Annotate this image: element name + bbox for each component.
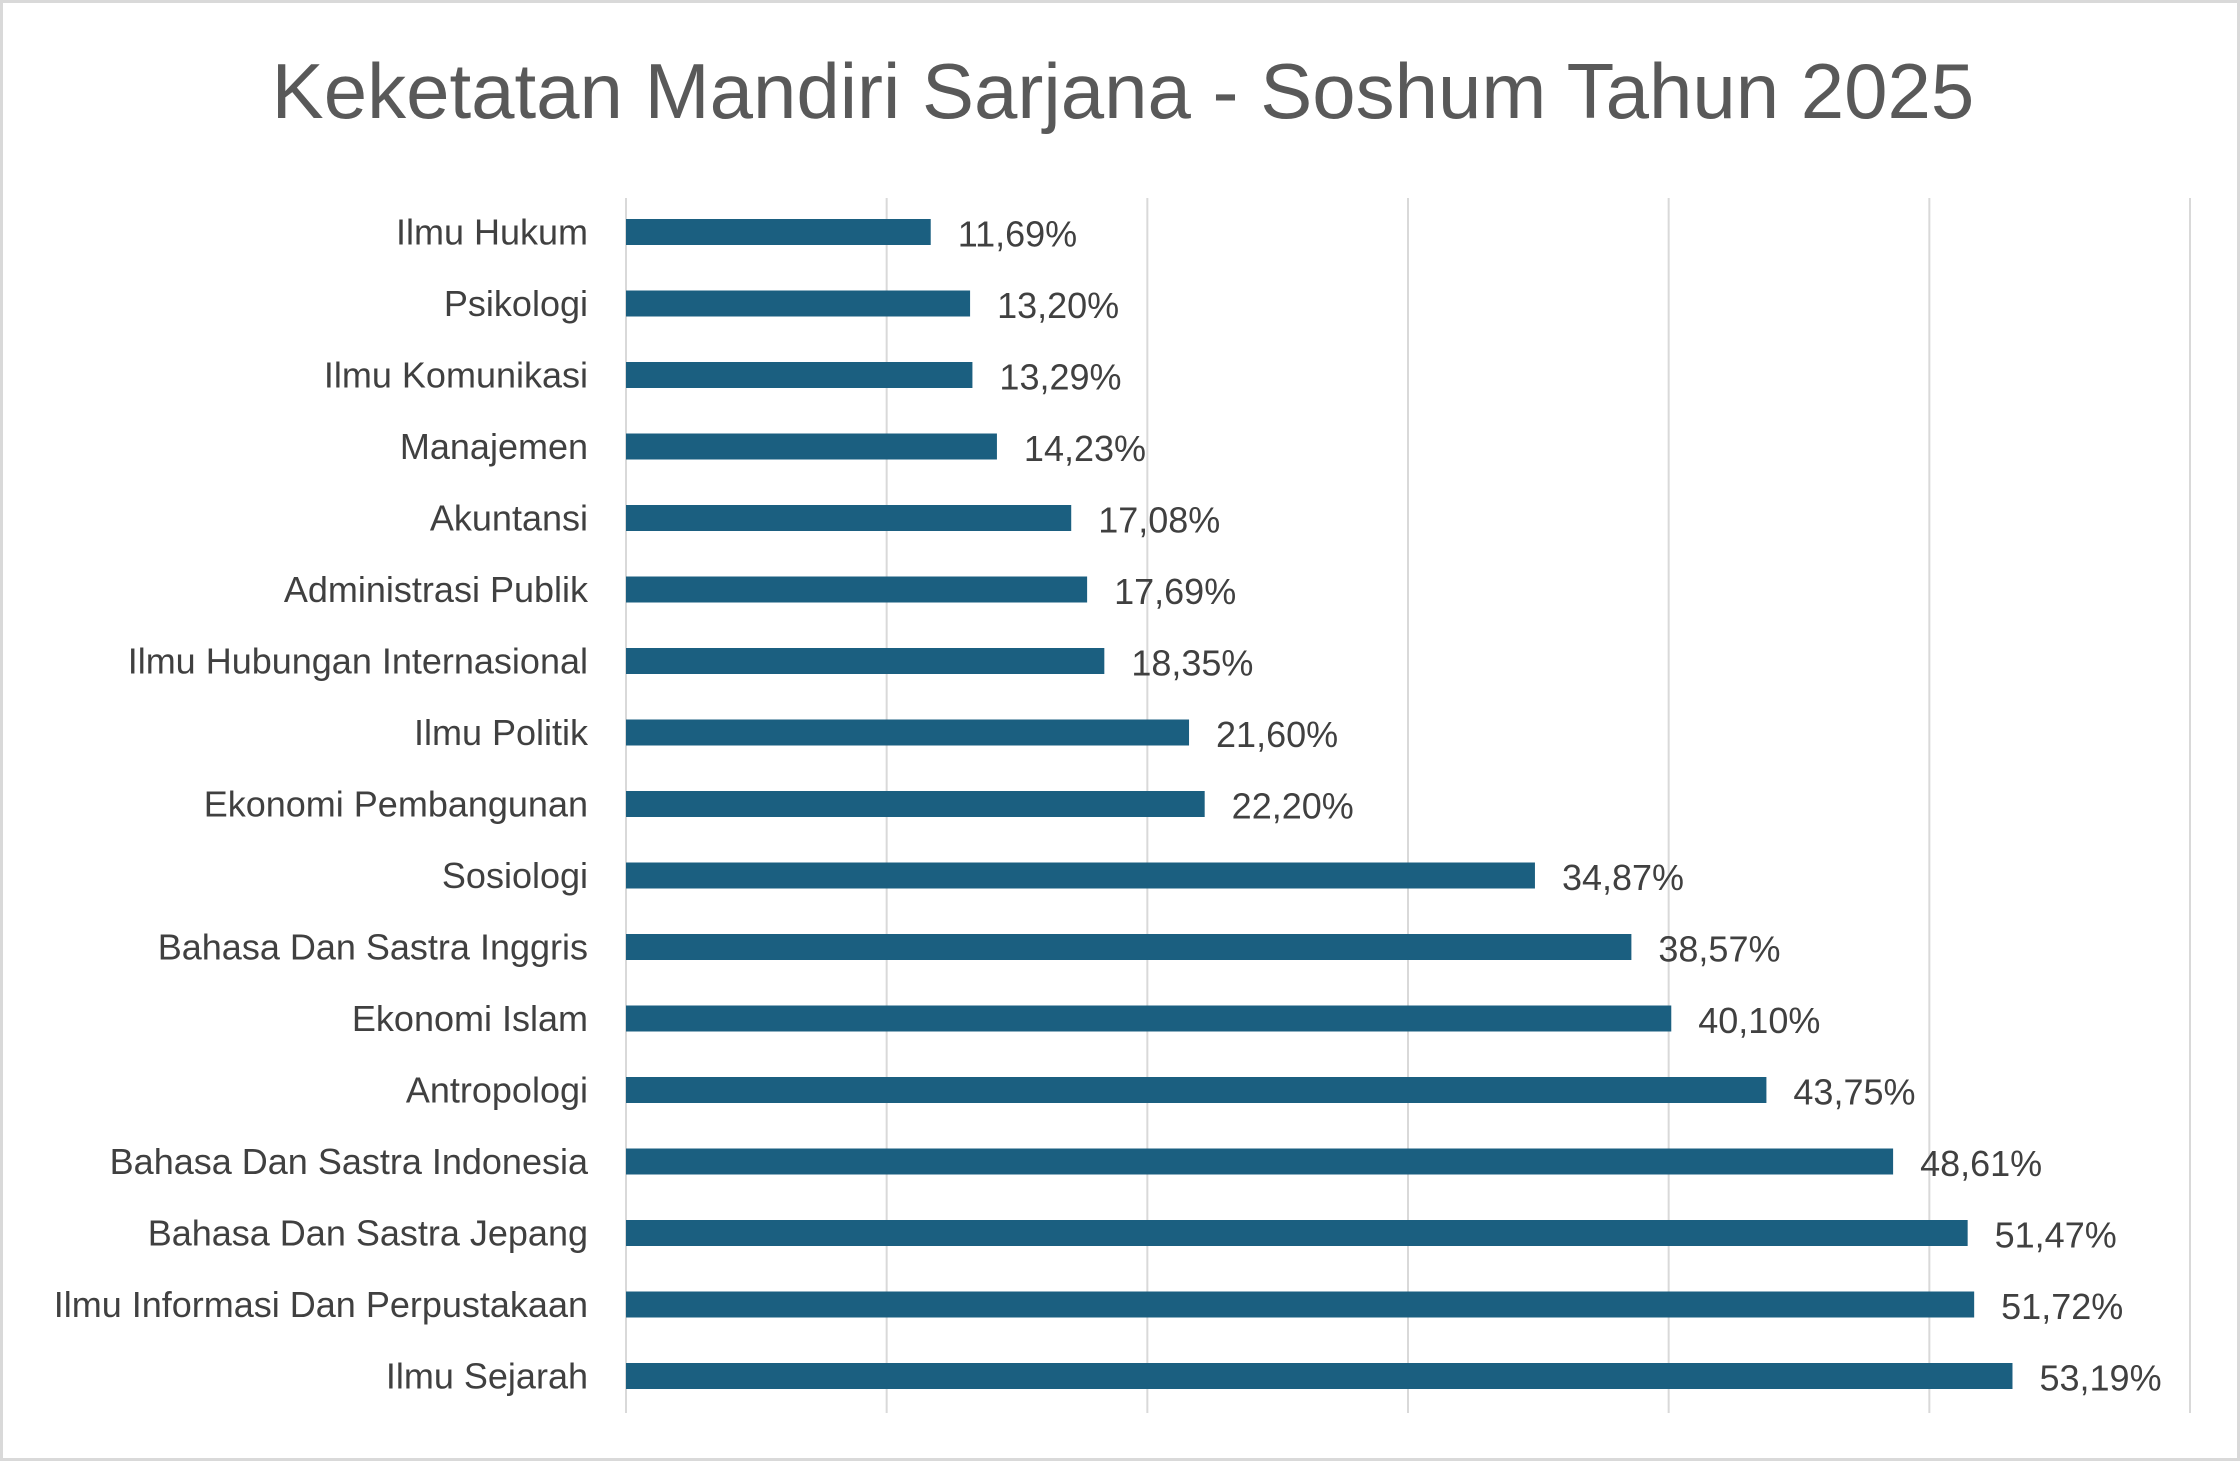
- category-label-6: Ilmu Hubungan Internasional: [128, 641, 588, 682]
- category-label-12: Antropologi: [406, 1070, 588, 1111]
- bar-0: [626, 219, 931, 245]
- bar-5: [626, 576, 1088, 603]
- bar-12: [626, 1077, 1767, 1103]
- category-labels: Ilmu Hukum Psikologi Ilmu Komunikasi Manaje…: [54, 212, 589, 1397]
- category-label-11: Ekonomi Islam: [352, 998, 588, 1039]
- category-label-8: Ekonomi Pembangunan: [204, 784, 588, 825]
- category-label-7: Ilmu Politik: [414, 712, 589, 753]
- bar-9: [626, 862, 1535, 889]
- category-label-0: Ilmu Hukum: [396, 212, 588, 253]
- category-label-9: Sosiologi: [442, 855, 588, 896]
- data-label-10: 38,57%: [1658, 929, 1780, 970]
- data-label-1: 13,20%: [997, 285, 1119, 326]
- category-label-5: Administrasi Publik: [284, 569, 589, 610]
- bar-11: [626, 1005, 1672, 1032]
- bar-15: [626, 1291, 1975, 1318]
- bar-8: [626, 791, 1205, 817]
- category-label-14: Bahasa Dan Sastra Jepang: [148, 1213, 588, 1254]
- bar-10: [626, 934, 1632, 960]
- bars: [626, 219, 2013, 1389]
- category-label-13: Bahasa Dan Sastra Indonesia: [110, 1141, 589, 1182]
- category-label-4: Akuntansi: [430, 498, 588, 539]
- bar-13: [626, 1148, 1894, 1175]
- data-labels: 11,69% 13,20% 13,29% 14,23% 17,08% 17,69% 18,3…: [958, 214, 2162, 1399]
- category-label-15: Ilmu Informasi Dan Perpustakaan: [54, 1284, 588, 1325]
- data-label-6: 18,35%: [1131, 643, 1253, 684]
- bar-2: [626, 362, 973, 388]
- bar-6: [626, 648, 1105, 674]
- data-label-2: 13,29%: [999, 357, 1121, 398]
- category-label-3: Manajemen: [400, 426, 588, 467]
- data-label-16: 53,19%: [2039, 1358, 2161, 1399]
- data-label-9: 34,87%: [1562, 857, 1684, 898]
- data-label-14: 51,47%: [1995, 1215, 2117, 1256]
- data-label-3: 14,23%: [1024, 428, 1146, 469]
- bar-7: [626, 719, 1190, 746]
- data-label-11: 40,10%: [1698, 1000, 1820, 1041]
- bar-1: [626, 290, 971, 317]
- bar-14: [626, 1220, 1968, 1246]
- data-label-4: 17,08%: [1098, 500, 1220, 541]
- data-label-8: 22,20%: [1232, 786, 1354, 827]
- data-label-12: 43,75%: [1793, 1072, 1915, 1113]
- category-label-16: Ilmu Sejarah: [386, 1356, 588, 1397]
- bar-4: [626, 505, 1072, 531]
- data-label-15: 51,72%: [2001, 1286, 2123, 1327]
- data-label-0: 11,69%: [958, 214, 1077, 255]
- chart-plot-area: Ilmu Hukum Psikologi Ilmu Komunikasi Manaje…: [54, 198, 2191, 1413]
- data-label-7: 21,60%: [1216, 714, 1338, 755]
- data-label-13: 48,61%: [1920, 1143, 2042, 1184]
- chart-title: Keketatan Mandiri Sarjana - Soshum Tahun…: [271, 47, 1975, 135]
- category-label-1: Psikologi: [444, 283, 588, 324]
- bar-3: [626, 433, 997, 460]
- category-label-2: Ilmu Komunikasi: [324, 355, 588, 396]
- category-label-10: Bahasa Dan Sastra Inggris: [158, 927, 588, 968]
- data-label-5: 17,69%: [1114, 571, 1236, 612]
- bar-16: [626, 1363, 2013, 1389]
